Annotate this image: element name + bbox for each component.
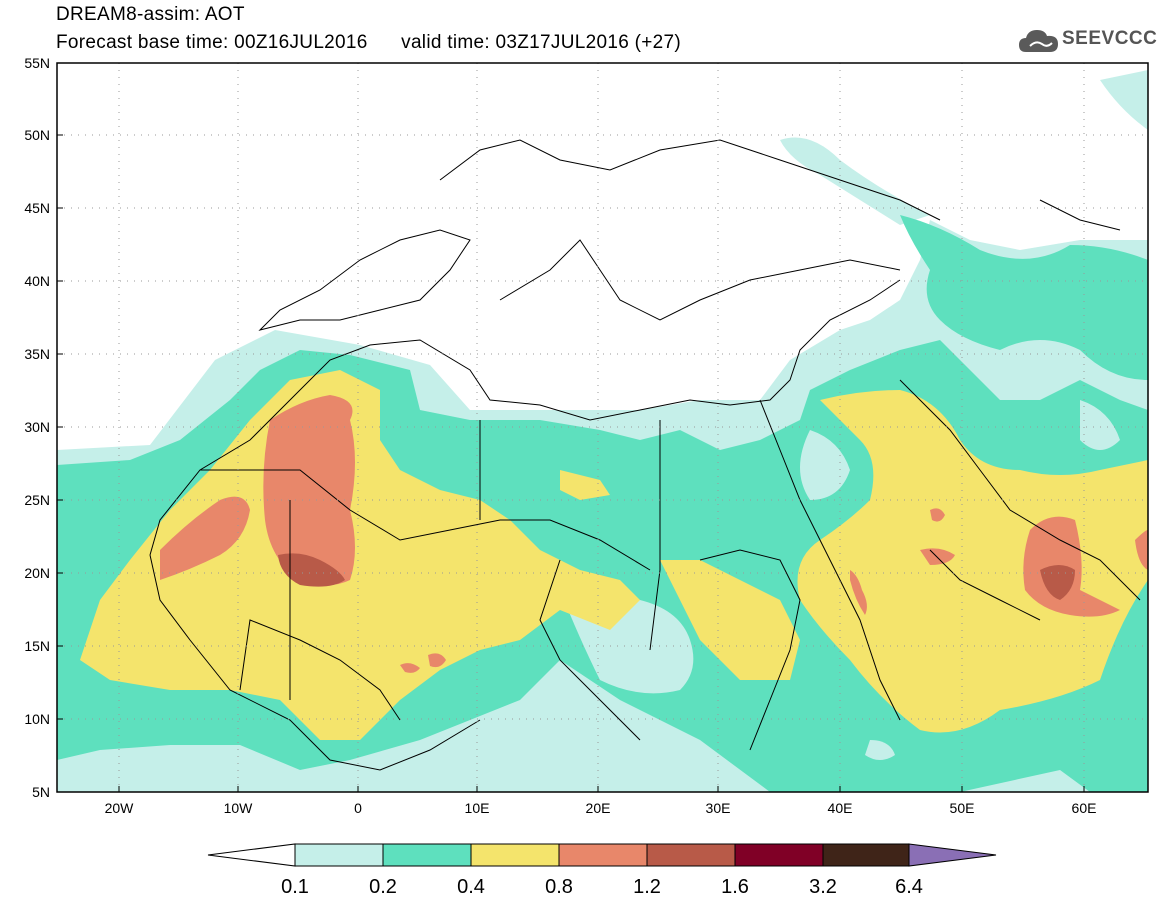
colorbar-swatch xyxy=(734,843,824,867)
lat-label: 10N xyxy=(24,711,50,727)
graticule xyxy=(57,63,1148,792)
lon-label: 10W xyxy=(224,800,254,816)
colorbar-swatch xyxy=(470,843,560,867)
lon-label: 20E xyxy=(586,800,611,816)
colorbar-under-arrow xyxy=(207,843,296,867)
lat-label: 30N xyxy=(24,419,50,435)
aot-level-1.2 xyxy=(278,553,1075,600)
aot-level-0.8 xyxy=(160,395,1148,673)
colorbar-label: 1.6 xyxy=(721,876,749,898)
valid-time: valid time: 03Z17JUL2016 (+27) xyxy=(401,32,682,53)
colorbar-label: 6.4 xyxy=(895,876,923,898)
colorbar-label: 3.2 xyxy=(809,876,837,898)
colorbar-swatch xyxy=(822,843,910,867)
base-time: Forecast base time: 00Z16JUL2016 xyxy=(56,32,368,53)
lat-label: 50N xyxy=(24,127,50,143)
lon-label: 20W xyxy=(105,800,135,816)
colorbar-label: 0.2 xyxy=(369,876,397,898)
seevccc-logo: SEEVCCC xyxy=(1018,22,1157,58)
lat-axis: 55N 50N 45N 40N 35N 30N 25N 20N 15N 10N … xyxy=(24,55,63,800)
lon-axis: 20W 10W 0 10E 20E 30E 40E 50E 60E xyxy=(105,786,1097,816)
colorbar-swatch xyxy=(558,843,648,867)
lon-label: 60E xyxy=(1072,800,1097,816)
lat-label: 35N xyxy=(24,346,50,362)
lon-label: 30E xyxy=(706,800,731,816)
lat-label: 5N xyxy=(32,784,50,800)
lat-label: 45N xyxy=(24,200,50,216)
lon-label: 0 xyxy=(354,800,362,816)
colorbar: 0.1 0.2 0.4 0.8 1.2 1.6 3.2 6.4 xyxy=(207,843,997,898)
colorbar-label: 0.4 xyxy=(457,876,485,898)
forecast-times: Forecast base time: 00Z16JUL2016 valid t… xyxy=(56,32,681,54)
lat-label: 25N xyxy=(24,492,50,508)
colorbar-swatch xyxy=(294,843,384,867)
aot-level-0.4 xyxy=(80,370,1148,740)
coastlines xyxy=(149,139,1141,771)
logo-text: SEEVCCC xyxy=(1062,28,1158,49)
colorbar-over-arrow xyxy=(908,843,997,867)
colorbar-label: 1.2 xyxy=(633,876,661,898)
lat-label: 40N xyxy=(24,273,50,289)
cloud-icon xyxy=(1019,30,1058,52)
colorbar-label: 0.8 xyxy=(545,876,573,898)
map-title: DREAM8-assim: AOT xyxy=(56,4,245,25)
lon-label: 40E xyxy=(828,800,853,816)
colorbar-label: 0.1 xyxy=(281,876,309,898)
aot-field xyxy=(57,63,1148,792)
colorbar-swatch xyxy=(382,843,472,867)
lon-label: 50E xyxy=(950,800,975,816)
lat-label: 20N xyxy=(24,565,50,581)
lat-label: 15N xyxy=(24,638,50,654)
lon-label: 10E xyxy=(465,800,490,816)
colorbar-swatch xyxy=(646,843,736,867)
lat-label: 55N xyxy=(24,55,50,71)
